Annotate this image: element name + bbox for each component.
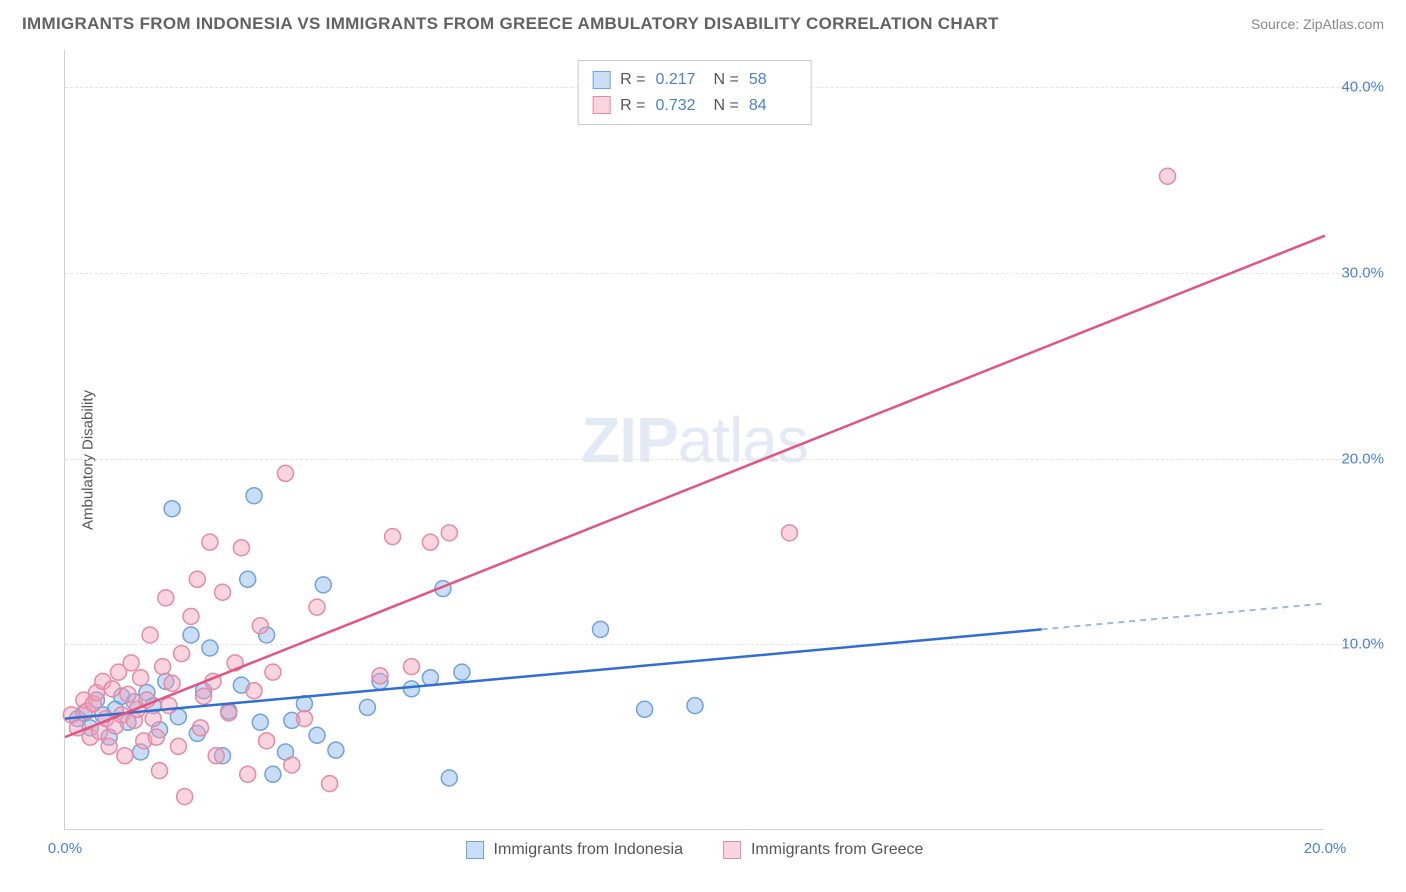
scatter-point: [278, 465, 294, 481]
legend-series-item: Immigrants from Indonesia: [466, 841, 683, 859]
scatter-point: [372, 668, 388, 684]
y-tick-label: 10.0%: [1341, 636, 1384, 653]
scatter-point: [441, 770, 457, 786]
scatter-point: [359, 699, 375, 715]
scatter-plot-svg: [65, 50, 1324, 829]
scatter-point: [687, 698, 703, 714]
scatter-point: [240, 571, 256, 587]
scatter-point: [782, 525, 798, 541]
scatter-point: [309, 599, 325, 615]
scatter-point: [215, 584, 231, 600]
scatter-point: [164, 501, 180, 517]
scatter-point: [385, 529, 401, 545]
y-tick-label: 30.0%: [1341, 264, 1384, 281]
legend-swatch: [592, 71, 610, 89]
scatter-point: [164, 675, 180, 691]
legend-series-label: Immigrants from Greece: [751, 841, 923, 859]
scatter-point: [208, 748, 224, 764]
x-tick-label: 20.0%: [1304, 840, 1347, 857]
scatter-point: [259, 733, 275, 749]
scatter-point: [422, 670, 438, 686]
scatter-point: [152, 763, 168, 779]
scatter-point: [422, 534, 438, 550]
legend-r-value: 0.732: [656, 93, 704, 119]
legend-n-value: 84: [749, 93, 797, 119]
legend-swatch: [466, 841, 484, 859]
scatter-point: [265, 766, 281, 782]
scatter-point: [404, 681, 420, 697]
y-tick-label: 20.0%: [1341, 450, 1384, 467]
plot-area: ZIPatlas 10.0%20.0%30.0%40.0%0.0%20.0% R…: [64, 50, 1324, 830]
scatter-point: [233, 540, 249, 556]
scatter-point: [404, 659, 420, 675]
legend-r-label: R =: [620, 93, 645, 119]
chart-container: Ambulatory Disability ZIPatlas 10.0%20.0…: [22, 50, 1384, 870]
scatter-point: [101, 738, 117, 754]
scatter-point: [158, 590, 174, 606]
scatter-point: [593, 621, 609, 637]
legend-r-value: 0.217: [656, 67, 704, 93]
scatter-point: [202, 640, 218, 656]
scatter-point: [246, 488, 262, 504]
scatter-point: [117, 748, 133, 764]
legend-n-label: N =: [714, 93, 739, 119]
scatter-point: [145, 711, 161, 727]
legend-swatch: [592, 96, 610, 114]
scatter-point: [170, 738, 186, 754]
scatter-point: [240, 766, 256, 782]
scatter-point: [296, 711, 312, 727]
scatter-point: [309, 727, 325, 743]
legend-n-value: 58: [749, 67, 797, 93]
scatter-point: [148, 729, 164, 745]
regression-line-extrapolated: [1042, 603, 1326, 629]
scatter-point: [202, 534, 218, 550]
scatter-point: [133, 670, 149, 686]
legend-r-label: R =: [620, 67, 645, 93]
x-tick-label: 0.0%: [48, 840, 82, 857]
scatter-point: [328, 742, 344, 758]
scatter-point: [454, 664, 470, 680]
page-title: IMMIGRANTS FROM INDONESIA VS IMMIGRANTS …: [22, 14, 999, 33]
legend-series: Immigrants from Indonesia Immigrants from…: [466, 841, 924, 859]
legend-swatch: [723, 841, 741, 859]
legend-n-label: N =: [714, 67, 739, 93]
scatter-point: [637, 701, 653, 717]
scatter-point: [155, 659, 171, 675]
scatter-point: [315, 577, 331, 593]
scatter-point: [246, 683, 262, 699]
legend-stat-row: R = 0.732 N = 84: [592, 93, 797, 119]
scatter-point: [284, 757, 300, 773]
scatter-point: [252, 714, 268, 730]
scatter-point: [192, 720, 208, 736]
scatter-point: [174, 646, 190, 662]
scatter-point: [104, 681, 120, 697]
scatter-point: [177, 789, 193, 805]
scatter-point: [221, 705, 237, 721]
scatter-point: [441, 525, 457, 541]
scatter-point: [161, 698, 177, 714]
scatter-point: [322, 776, 338, 792]
scatter-point: [265, 664, 281, 680]
scatter-point: [196, 688, 212, 704]
scatter-point: [142, 627, 158, 643]
source-attribution: Source: ZipAtlas.com: [1251, 16, 1384, 32]
y-tick-label: 40.0%: [1341, 79, 1384, 96]
scatter-point: [1160, 168, 1176, 184]
scatter-point: [183, 608, 199, 624]
scatter-point: [189, 571, 205, 587]
legend-stat-row: R = 0.217 N = 58: [592, 67, 797, 93]
legend-series-label: Immigrants from Indonesia: [494, 841, 683, 859]
scatter-point: [252, 618, 268, 634]
legend-stats: R = 0.217 N = 58 R = 0.732 N = 84: [577, 60, 812, 125]
scatter-point: [183, 627, 199, 643]
scatter-point: [123, 655, 139, 671]
legend-series-item: Immigrants from Greece: [723, 841, 923, 859]
scatter-point: [120, 686, 136, 702]
